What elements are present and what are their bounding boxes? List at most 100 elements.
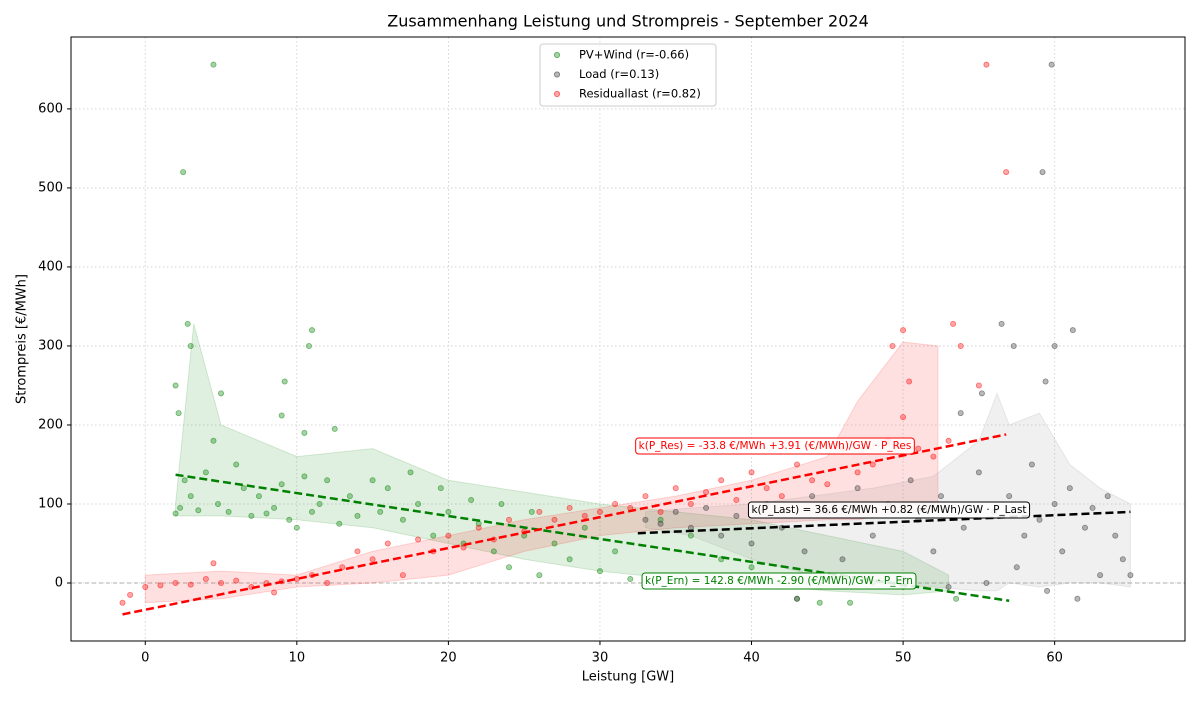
point xyxy=(596,568,603,575)
point xyxy=(703,489,710,496)
point xyxy=(407,469,414,476)
point xyxy=(733,512,740,519)
point xyxy=(536,508,543,515)
annotation-box xyxy=(641,572,917,590)
point xyxy=(369,477,376,484)
point xyxy=(445,532,452,539)
point xyxy=(983,61,990,68)
x-tick-label: 60 xyxy=(1046,651,1063,666)
point xyxy=(978,390,985,397)
point xyxy=(809,493,816,500)
point xyxy=(900,327,907,334)
point xyxy=(536,572,543,579)
point xyxy=(672,508,679,515)
point xyxy=(937,493,944,500)
legend-label: PV+Wind (r=-0.66) xyxy=(579,48,689,62)
point xyxy=(733,497,740,504)
point xyxy=(907,477,914,484)
point xyxy=(612,500,619,507)
point xyxy=(119,599,126,606)
point xyxy=(793,461,800,468)
plot-frame xyxy=(70,36,1186,642)
point xyxy=(1074,595,1081,602)
point xyxy=(945,583,952,590)
point xyxy=(793,595,800,602)
point xyxy=(1039,169,1046,176)
point xyxy=(202,576,209,583)
trend-annotation: k(P_Last) = 36.6 €/MWh +0.82 (€/MWh)/GW … xyxy=(751,504,1026,516)
point xyxy=(271,504,278,511)
point xyxy=(218,580,225,587)
point xyxy=(657,508,664,515)
chart-title: Zusammenhang Leistung und Strompreis - S… xyxy=(387,12,869,31)
point xyxy=(847,599,854,606)
point xyxy=(210,61,217,68)
legend-label: Load (r=0.13) xyxy=(579,67,659,81)
point xyxy=(748,564,755,571)
legend-box xyxy=(539,43,717,107)
point xyxy=(399,572,406,579)
point xyxy=(1036,516,1043,523)
y-axis-label: Strompreis [€/MWh] xyxy=(15,274,30,404)
point xyxy=(854,485,861,492)
point xyxy=(184,320,191,327)
point xyxy=(301,429,308,436)
point xyxy=(475,524,482,531)
point xyxy=(1081,524,1088,531)
point xyxy=(308,508,315,515)
point xyxy=(172,510,179,517)
x-tick-label: 50 xyxy=(895,651,912,666)
point xyxy=(377,508,384,515)
point xyxy=(187,342,194,349)
point xyxy=(930,548,937,555)
point xyxy=(240,485,247,492)
point xyxy=(581,512,588,519)
annotation-box xyxy=(635,437,915,455)
legend-marker xyxy=(553,71,561,78)
point xyxy=(336,520,343,527)
point xyxy=(255,493,262,500)
point xyxy=(281,378,288,385)
point xyxy=(445,508,452,515)
point xyxy=(612,548,619,555)
x-axis-label: Leistung [GW] xyxy=(582,670,674,685)
point xyxy=(703,504,710,511)
point xyxy=(354,548,361,555)
point xyxy=(316,500,323,507)
point xyxy=(339,564,346,571)
point xyxy=(869,532,876,539)
point xyxy=(672,485,679,492)
y-tick-label: 600 xyxy=(38,101,63,116)
point xyxy=(468,497,475,504)
legend: PV+Wind (r=-0.66) Load (r=0.13) Residualla… xyxy=(539,43,717,107)
point xyxy=(551,540,558,547)
point xyxy=(566,504,573,511)
point xyxy=(187,581,194,588)
x-tick-label: 0 xyxy=(141,651,149,666)
point xyxy=(953,595,960,602)
y-tick-label: 200 xyxy=(38,417,63,432)
point xyxy=(195,507,202,514)
point xyxy=(202,469,209,476)
point xyxy=(263,510,270,517)
point xyxy=(225,508,232,515)
point xyxy=(210,437,217,444)
point xyxy=(354,512,361,519)
y-tick-label: 100 xyxy=(38,496,63,511)
trend-line xyxy=(637,510,1131,535)
point xyxy=(657,520,664,527)
trend-annotation: k(P_Ern) = 142.8 €/MWh -2.90 (€/MWh)/GW … xyxy=(645,575,913,587)
point xyxy=(1069,327,1076,334)
point xyxy=(596,508,603,515)
point xyxy=(975,382,982,389)
point xyxy=(975,469,982,476)
point xyxy=(175,410,182,417)
point xyxy=(233,577,240,584)
point xyxy=(869,461,876,468)
point xyxy=(415,536,422,543)
point xyxy=(581,524,588,531)
point xyxy=(1010,342,1017,349)
x-tick-label: 20 xyxy=(440,651,457,666)
point xyxy=(960,524,967,531)
y-tick-label: 300 xyxy=(38,338,63,353)
